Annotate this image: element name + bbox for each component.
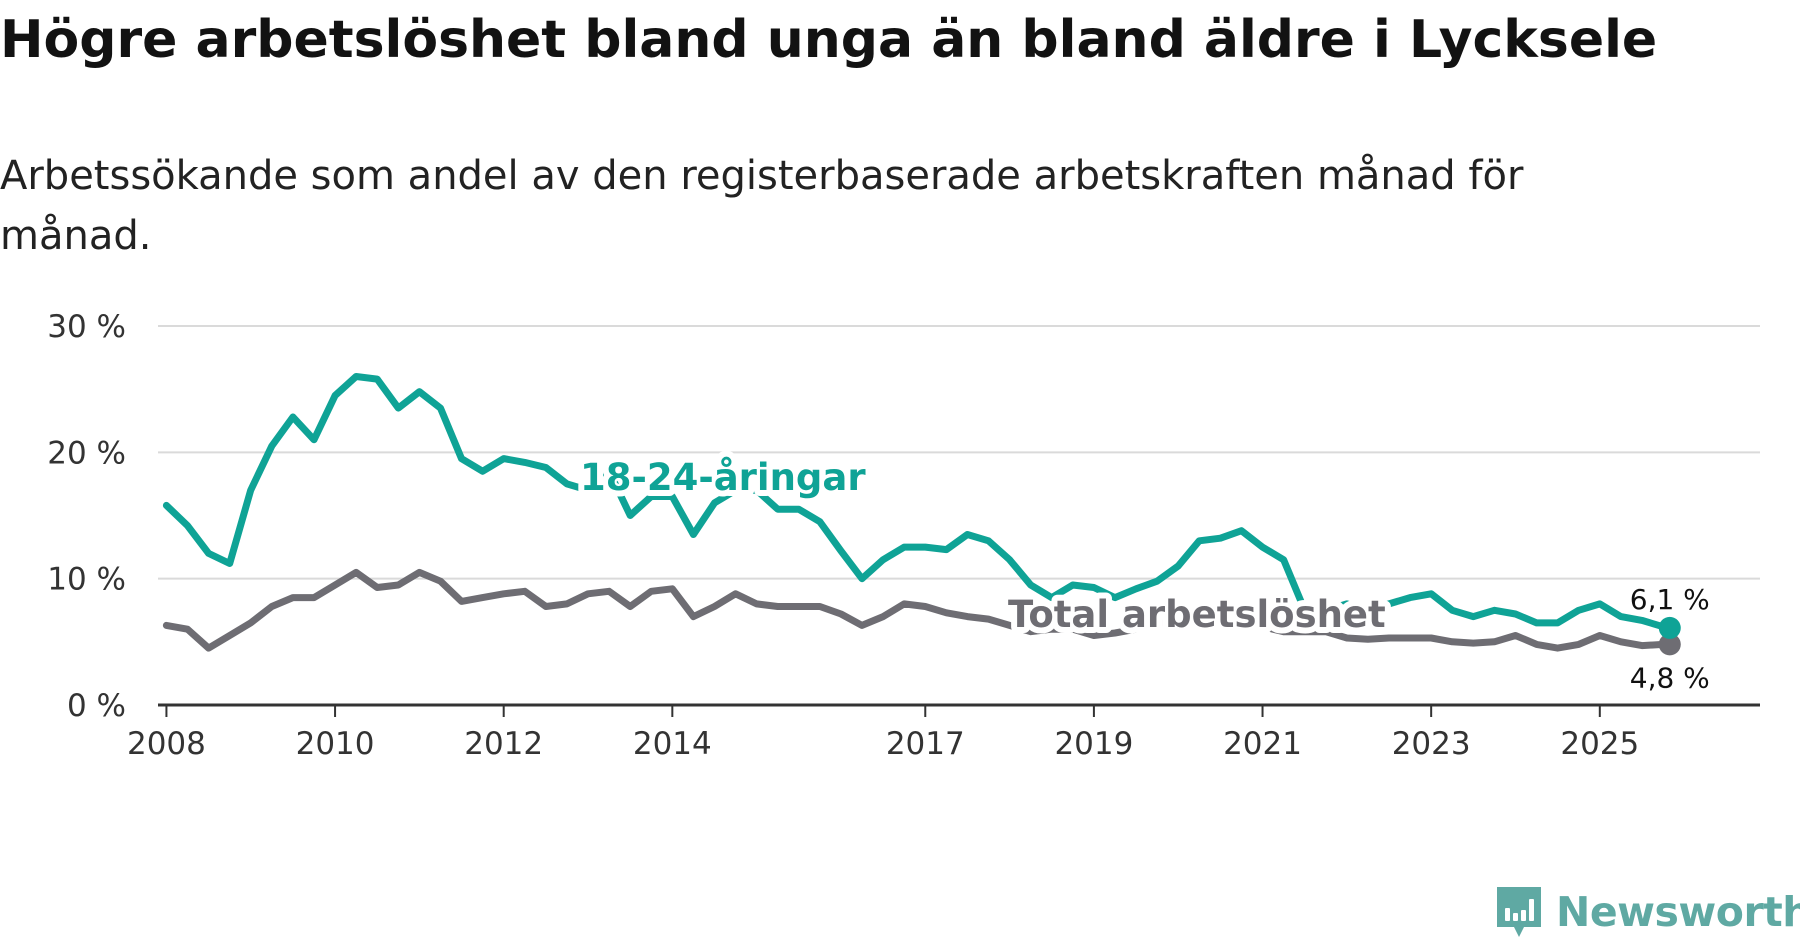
chart-subtitle: Arbetssökande som andel av den registerb… bbox=[0, 153, 1524, 259]
y-axis-ticks: 0 % 10 % 20 % 30 % bbox=[47, 309, 126, 724]
y-tick-label: 30 % bbox=[47, 309, 126, 345]
endpoint-youth bbox=[1658, 616, 1681, 639]
x-tick-label: 2014 bbox=[633, 726, 712, 762]
x-tick-label: 2017 bbox=[886, 726, 965, 762]
series-name-total: Total arbetslöshet bbox=[1008, 593, 1386, 636]
x-tick-label: 2008 bbox=[127, 726, 206, 762]
series-labels: 18-24-åringar Total arbetslöshet 6,1 % 4,8 … bbox=[574, 450, 1713, 697]
x-tick-label: 2010 bbox=[296, 726, 375, 762]
series-line-youth bbox=[162, 373, 1674, 632]
x-tick-label: 2023 bbox=[1392, 726, 1471, 762]
y-tick-label: 10 % bbox=[47, 562, 126, 598]
y-tick-label: 0 % bbox=[67, 688, 126, 724]
gridlines bbox=[158, 325, 1760, 580]
newsworthy-brand[interactable]: Newsworthy bbox=[1494, 884, 1800, 940]
series-lines bbox=[162, 373, 1681, 656]
endpoint-total bbox=[1658, 633, 1681, 656]
newsworthy-logo-icon bbox=[1497, 887, 1541, 937]
end-value-total: 4,8 % bbox=[1630, 661, 1710, 694]
y-tick-label: 20 % bbox=[47, 435, 126, 471]
end-value-youth: 6,1 % bbox=[1630, 583, 1710, 616]
x-tick-label: 2012 bbox=[464, 726, 543, 762]
x-tick-label: 2021 bbox=[1223, 726, 1302, 762]
brand-name: Newsworthy bbox=[1556, 888, 1800, 936]
chart-title: Högre arbetslöshet bland unga än bland ä… bbox=[0, 10, 1658, 70]
series-name-youth: 18-24-åringar bbox=[580, 456, 866, 499]
x-axis-ticks: 2008 2010 2012 2014 2017 2019 2021 2023 2025 bbox=[127, 705, 1639, 762]
series-line-total bbox=[162, 568, 1674, 652]
x-tick-label: 2019 bbox=[1054, 726, 1133, 762]
x-tick-label: 2025 bbox=[1560, 726, 1639, 762]
